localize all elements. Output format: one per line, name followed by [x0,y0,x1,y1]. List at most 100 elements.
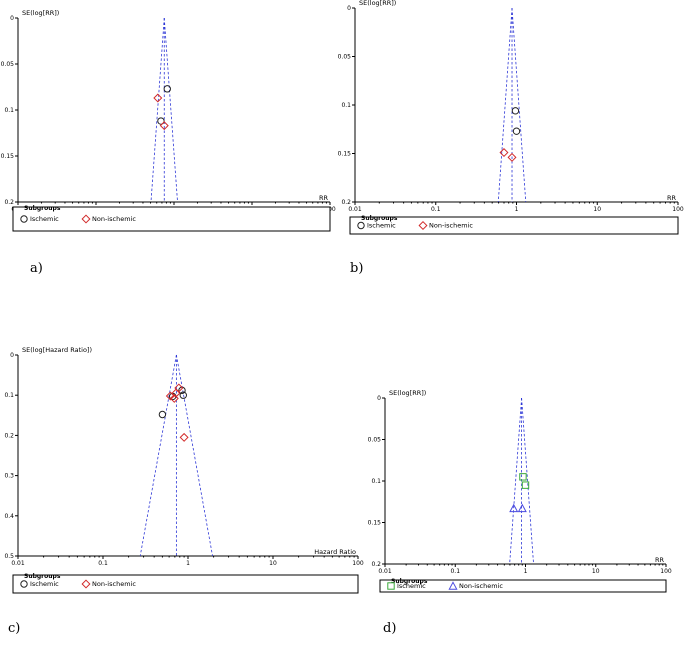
funnel-right-boundary [175,354,213,557]
y-tick-label: 0.2 [341,199,351,206]
funnel-plot-a: 00.050.10.150.20.010.1110100SE(log[RR])R… [1,9,336,232]
legend-marker-non-ischemic [448,581,458,590]
legend-title: Subgroups [361,215,398,222]
legend-title: Subgroups [24,573,61,580]
data-point-ischemic [512,127,521,135]
x-tick-label: 0.01 [11,560,25,567]
x-axis-label: RR [319,194,329,202]
data-point-ischemic [163,85,171,93]
funnel-plot-b: 0 0.05 0.1 0.15 0.20.01 0.1 1 10 100 SE(log[RR]) R… [338,0,684,235]
y-tick-label: 0.5 [4,553,14,560]
legend-box [12,206,331,232]
x-axis-label: Hazard Ratio [314,548,356,556]
funnel-right-boundary [521,397,534,565]
y-tick-label: 0.2 [4,199,14,206]
panel-label-b: b) [350,261,363,276]
x-tick-label: 100 [672,206,684,213]
data-point-non-ischemic [517,503,527,513]
y-tick-label: 0 [10,352,14,359]
x-tick-label: 10 [593,206,601,213]
y-tick-label: 0 [10,15,14,22]
legend-label: Non-ischemic [92,215,136,223]
y-tick-label: 0.05 [368,437,382,444]
y-tick-label: 0.1 [4,107,14,114]
y-tick-label: 0.4 [4,513,14,520]
funnel-right-boundary [511,7,527,203]
y-tick-label: 0.05 [1,61,15,68]
data-point-non-ischemic [165,391,175,401]
legend-marker-non-ischemic [418,220,428,231]
legend-label: Non-ischemic [429,222,473,230]
legend-box [12,574,359,594]
legend-label: Ischemic [397,582,426,590]
legend-marker-non-ischemic [81,214,91,224]
funnel-plot-c: 0 0.1 0.2 0.3 0.4 0.50.01 0.1 1 10 100 SE(log[Haza… [4,346,364,594]
y-axis-label: SE(log[RR]) [389,389,426,397]
data-point-ischemic [158,410,167,419]
panel-label-d: d) [383,621,396,636]
data-point-ischemic [519,473,527,481]
data-point-ischemic [179,391,187,399]
legend-label: Non-ischemic [92,580,136,588]
data-point-ischemic [511,107,520,115]
y-tick-label: 0.15 [338,151,352,158]
y-tick-label: 0.2 [371,561,381,568]
legend-marker-ischemic [387,582,395,590]
x-tick-label: 100 [660,568,672,575]
panel-label-c: c) [8,621,20,636]
x-tick-label: 0.01 [348,206,362,213]
y-tick-label: 0.15 [368,520,382,527]
x-axis-label: RR [655,556,665,564]
data-point-non-ischemic [179,432,189,442]
y-tick-label: 0 [377,395,381,402]
data-point-non-ischemic [153,93,163,103]
x-tick-label: 1 [515,206,519,213]
y-tick-label: 0.3 [4,473,14,480]
funnel-right-boundary [163,17,178,203]
panel-label-a: a) [30,261,43,276]
x-tick-label: 10 [592,568,600,575]
x-tick-label: 0.1 [431,206,441,213]
y-axis-label: SE(log[RR]) [22,9,59,17]
data-point-non-ischemic [159,121,169,131]
x-tick-label: 1 [186,560,190,567]
x-tick-label: 0.01 [378,568,392,575]
funnel-left-boundary [497,7,513,203]
legend-marker-ischemic [20,580,28,588]
legend-marker-ischemic [357,221,365,230]
y-tick-label: 0.1 [4,392,14,399]
y-tick-label: 0.05 [338,54,352,61]
legend-label: Ischemic [30,580,59,588]
x-tick-label: 100 [352,560,364,567]
data-point-non-ischemic [169,393,179,403]
legend-title: Subgroups [391,578,428,585]
y-tick-label: 0 [347,5,351,12]
x-tick-label: 1 [524,568,528,575]
legend-marker-non-ischemic [81,579,91,589]
legend-box [349,216,679,235]
x-tick-label: 0.1 [450,568,460,575]
data-point-ischemic [157,117,165,125]
legend-label: Non-ischemic [459,582,503,590]
data-point-ischemic [521,481,530,489]
x-tick-label: 10 [269,560,277,567]
y-tick-label: 0.15 [1,153,15,160]
legend-title: Subgroups [24,205,61,212]
y-tick-label: 0.2 [4,432,14,439]
funnel-left-boundary [139,354,177,557]
y-tick-label: 0.1 [371,478,381,485]
funnel-left-boundary [150,17,165,203]
y-tick-label: 0.1 [341,102,351,109]
x-axis-label: RR [667,194,677,202]
y-axis-label: SE(log[RR]) [359,0,396,7]
funnel-plot-d: 0 0.05 0.1 0.15 0.20.01 0.1 1 10 100 SE(log[RR]) R… [368,389,672,593]
legend-label: Ischemic [367,222,396,230]
data-point-non-ischemic [171,388,181,398]
data-point-non-ischemic [509,503,519,513]
y-axis-label: SE(log[Hazard Ratio]) [22,346,92,354]
